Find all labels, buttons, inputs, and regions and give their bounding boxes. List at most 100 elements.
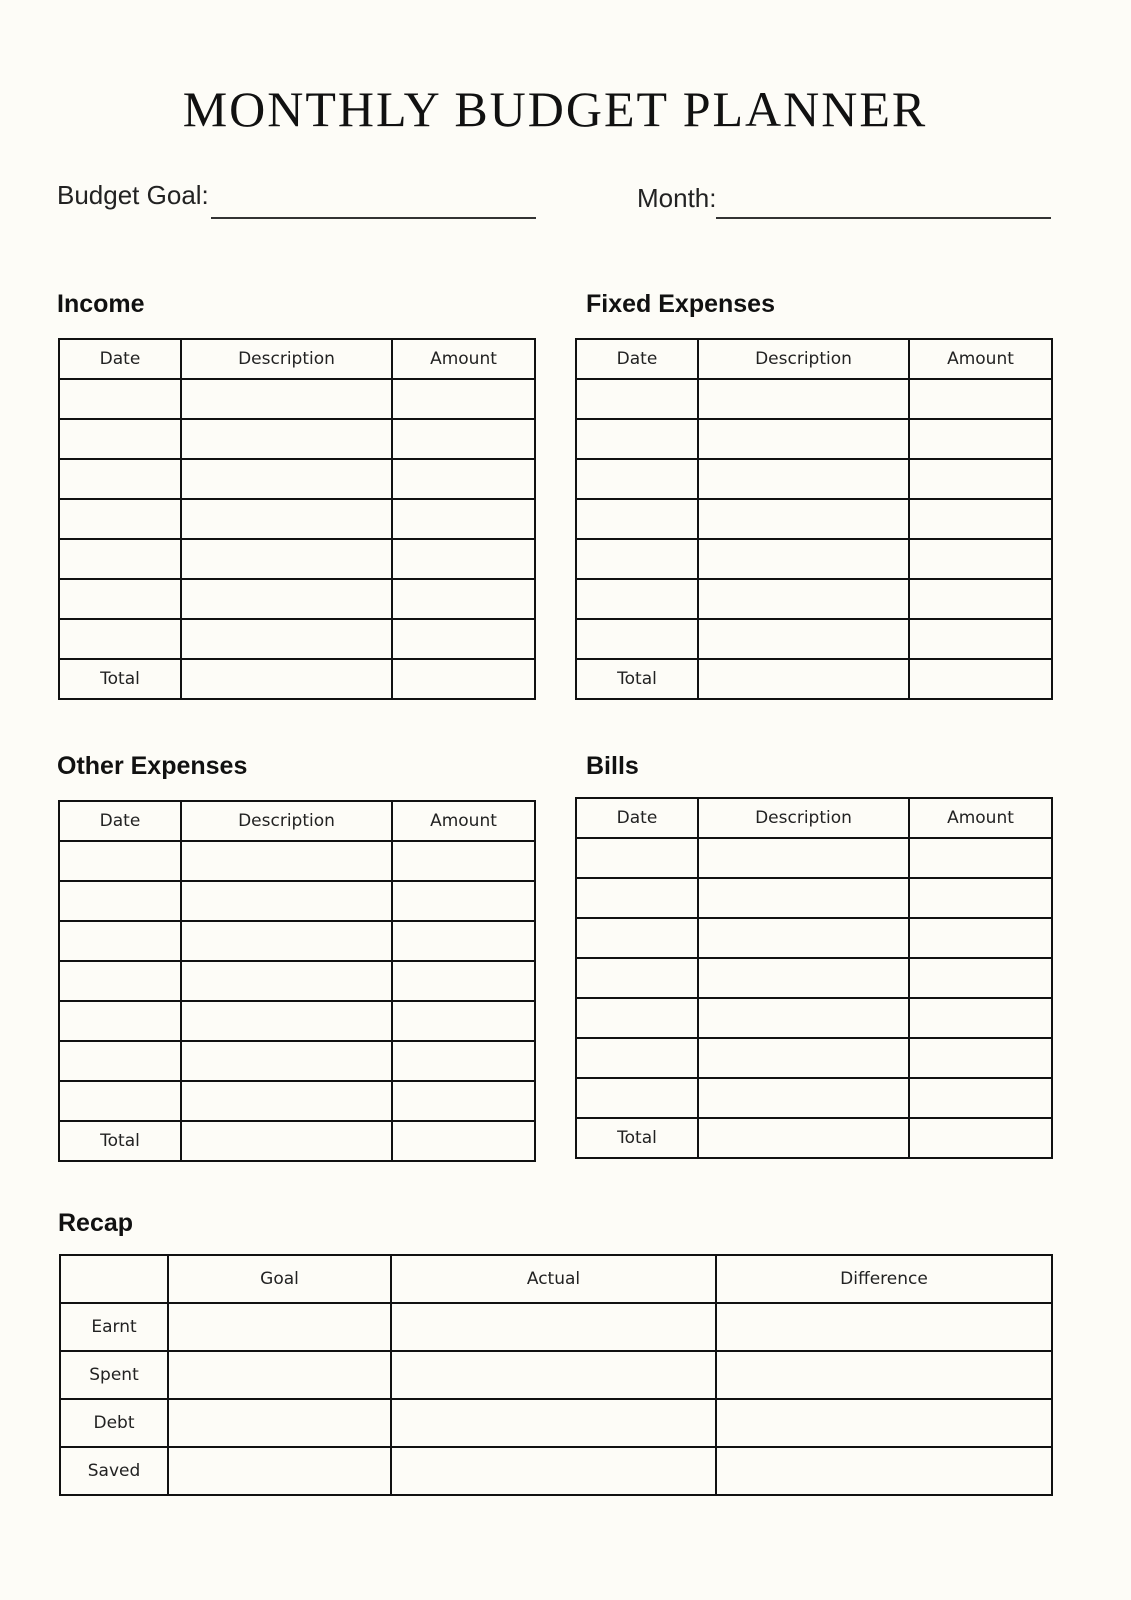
date-cell[interactable] xyxy=(575,578,699,620)
amount-cell[interactable] xyxy=(391,378,536,420)
total-amount-cell[interactable] xyxy=(908,1117,1053,1159)
total-description-cell[interactable] xyxy=(697,1117,910,1159)
amount-cell[interactable] xyxy=(908,997,1053,1039)
date-cell[interactable] xyxy=(58,1000,182,1042)
description-cell[interactable] xyxy=(697,578,910,620)
date-cell[interactable] xyxy=(575,378,699,420)
date-cell[interactable] xyxy=(575,837,699,879)
amount-cell[interactable] xyxy=(908,578,1053,620)
amount-cell[interactable] xyxy=(908,1077,1053,1119)
description-cell[interactable] xyxy=(697,837,910,879)
amount-cell[interactable] xyxy=(908,957,1053,999)
recap-difference-cell[interactable] xyxy=(715,1350,1053,1400)
description-cell[interactable] xyxy=(697,378,910,420)
recap-goal-cell[interactable] xyxy=(167,1350,392,1400)
description-cell[interactable] xyxy=(180,840,393,882)
description-cell[interactable] xyxy=(697,458,910,500)
amount-cell[interactable] xyxy=(908,917,1053,959)
amount-cell[interactable] xyxy=(908,418,1053,460)
date-cell[interactable] xyxy=(58,578,182,620)
date-cell[interactable] xyxy=(575,498,699,540)
date-cell[interactable] xyxy=(575,538,699,580)
total-amount-cell[interactable] xyxy=(391,1120,536,1162)
amount-cell[interactable] xyxy=(391,880,536,922)
amount-cell[interactable] xyxy=(908,837,1053,879)
recap-actual-cell[interactable] xyxy=(390,1398,717,1448)
date-cell[interactable] xyxy=(575,997,699,1039)
date-cell[interactable] xyxy=(575,877,699,919)
date-cell[interactable] xyxy=(575,458,699,500)
amount-cell[interactable] xyxy=(908,538,1053,580)
amount-cell[interactable] xyxy=(391,458,536,500)
amount-cell[interactable] xyxy=(908,877,1053,919)
date-cell[interactable] xyxy=(58,378,182,420)
description-cell[interactable] xyxy=(180,1040,393,1082)
amount-cell[interactable] xyxy=(391,578,536,620)
amount-cell[interactable] xyxy=(908,498,1053,540)
amount-cell[interactable] xyxy=(391,920,536,962)
date-cell[interactable] xyxy=(58,538,182,580)
date-cell[interactable] xyxy=(58,458,182,500)
recap-goal-cell[interactable] xyxy=(167,1398,392,1448)
description-cell[interactable] xyxy=(697,917,910,959)
date-cell[interactable] xyxy=(58,618,182,660)
amount-cell[interactable] xyxy=(908,618,1053,660)
recap-difference-cell[interactable] xyxy=(715,1302,1053,1352)
amount-cell[interactable] xyxy=(908,378,1053,420)
date-cell[interactable] xyxy=(58,418,182,460)
recap-difference-cell[interactable] xyxy=(715,1398,1053,1448)
date-cell[interactable] xyxy=(58,498,182,540)
amount-cell[interactable] xyxy=(391,1000,536,1042)
description-cell[interactable] xyxy=(180,880,393,922)
date-cell[interactable] xyxy=(575,1037,699,1079)
date-cell[interactable] xyxy=(58,960,182,1002)
amount-cell[interactable] xyxy=(391,498,536,540)
amount-cell[interactable] xyxy=(908,458,1053,500)
description-cell[interactable] xyxy=(697,957,910,999)
total-description-cell[interactable] xyxy=(697,658,910,700)
date-cell[interactable] xyxy=(575,618,699,660)
total-amount-cell[interactable] xyxy=(908,658,1053,700)
description-cell[interactable] xyxy=(180,920,393,962)
date-cell[interactable] xyxy=(58,1080,182,1122)
description-cell[interactable] xyxy=(697,1077,910,1119)
description-cell[interactable] xyxy=(180,498,393,540)
description-cell[interactable] xyxy=(697,498,910,540)
recap-goal-cell[interactable] xyxy=(167,1302,392,1352)
amount-cell[interactable] xyxy=(908,1037,1053,1079)
budget-goal-input[interactable] xyxy=(211,217,536,219)
description-cell[interactable] xyxy=(180,538,393,580)
description-cell[interactable] xyxy=(697,1037,910,1079)
description-cell[interactable] xyxy=(180,1000,393,1042)
date-cell[interactable] xyxy=(575,1077,699,1119)
date-cell[interactable] xyxy=(575,418,699,460)
amount-cell[interactable] xyxy=(391,1040,536,1082)
date-cell[interactable] xyxy=(58,1040,182,1082)
amount-cell[interactable] xyxy=(391,538,536,580)
date-cell[interactable] xyxy=(575,917,699,959)
date-cell[interactable] xyxy=(58,840,182,882)
date-cell[interactable] xyxy=(58,880,182,922)
description-cell[interactable] xyxy=(180,578,393,620)
recap-goal-cell[interactable] xyxy=(167,1446,392,1496)
recap-actual-cell[interactable] xyxy=(390,1302,717,1352)
date-cell[interactable] xyxy=(58,920,182,962)
description-cell[interactable] xyxy=(697,618,910,660)
description-cell[interactable] xyxy=(697,997,910,1039)
recap-actual-cell[interactable] xyxy=(390,1446,717,1496)
amount-cell[interactable] xyxy=(391,960,536,1002)
amount-cell[interactable] xyxy=(391,618,536,660)
date-cell[interactable] xyxy=(575,957,699,999)
month-input[interactable] xyxy=(716,217,1051,219)
total-description-cell[interactable] xyxy=(180,1120,393,1162)
recap-actual-cell[interactable] xyxy=(390,1350,717,1400)
description-cell[interactable] xyxy=(180,618,393,660)
description-cell[interactable] xyxy=(180,418,393,460)
amount-cell[interactable] xyxy=(391,418,536,460)
amount-cell[interactable] xyxy=(391,1080,536,1122)
description-cell[interactable] xyxy=(697,418,910,460)
description-cell[interactable] xyxy=(180,458,393,500)
total-amount-cell[interactable] xyxy=(391,658,536,700)
description-cell[interactable] xyxy=(180,960,393,1002)
description-cell[interactable] xyxy=(697,877,910,919)
